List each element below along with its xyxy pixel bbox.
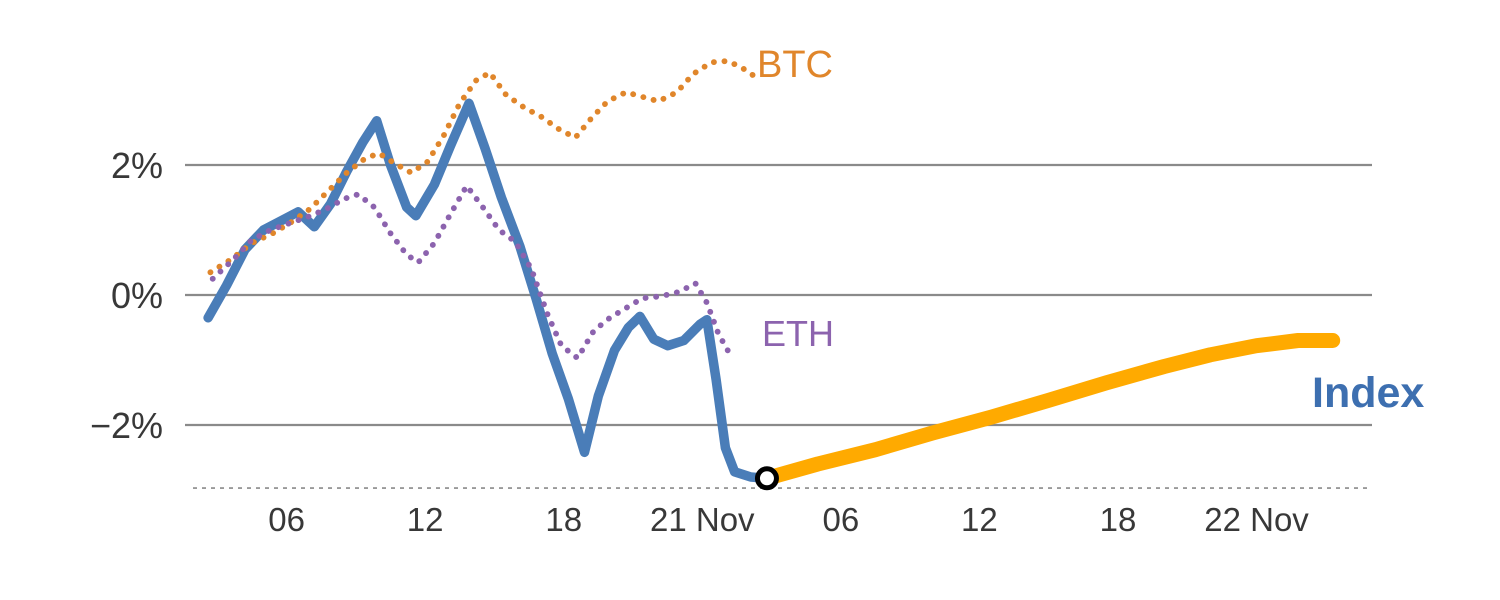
index-series-label: Index [1312, 369, 1425, 417]
x-tick-label: 18 [545, 501, 582, 538]
x-tick-label: 06 [268, 501, 305, 538]
x-tick-label: 12 [961, 501, 998, 538]
series-line-index [203, 98, 772, 484]
y-tick-label: 2% [111, 145, 163, 186]
btc-series-label: BTC [757, 44, 833, 86]
y-tick-label: −2% [90, 405, 163, 446]
x-tick-label: 22 Nov [1204, 501, 1309, 538]
series-line-eth [209, 182, 731, 362]
series-line-btc [207, 58, 756, 276]
x-tick-label: 18 [1100, 501, 1137, 538]
series-line-index-projection [759, 333, 1341, 486]
y-tick-label: 0% [111, 275, 163, 316]
x-tick-label: 06 [822, 501, 859, 538]
x-tick-label: 21 Nov [650, 501, 755, 538]
projection-start-marker [754, 466, 779, 491]
x-tick-label: 12 [407, 501, 444, 538]
eth-series-label: ETH [762, 313, 834, 354]
